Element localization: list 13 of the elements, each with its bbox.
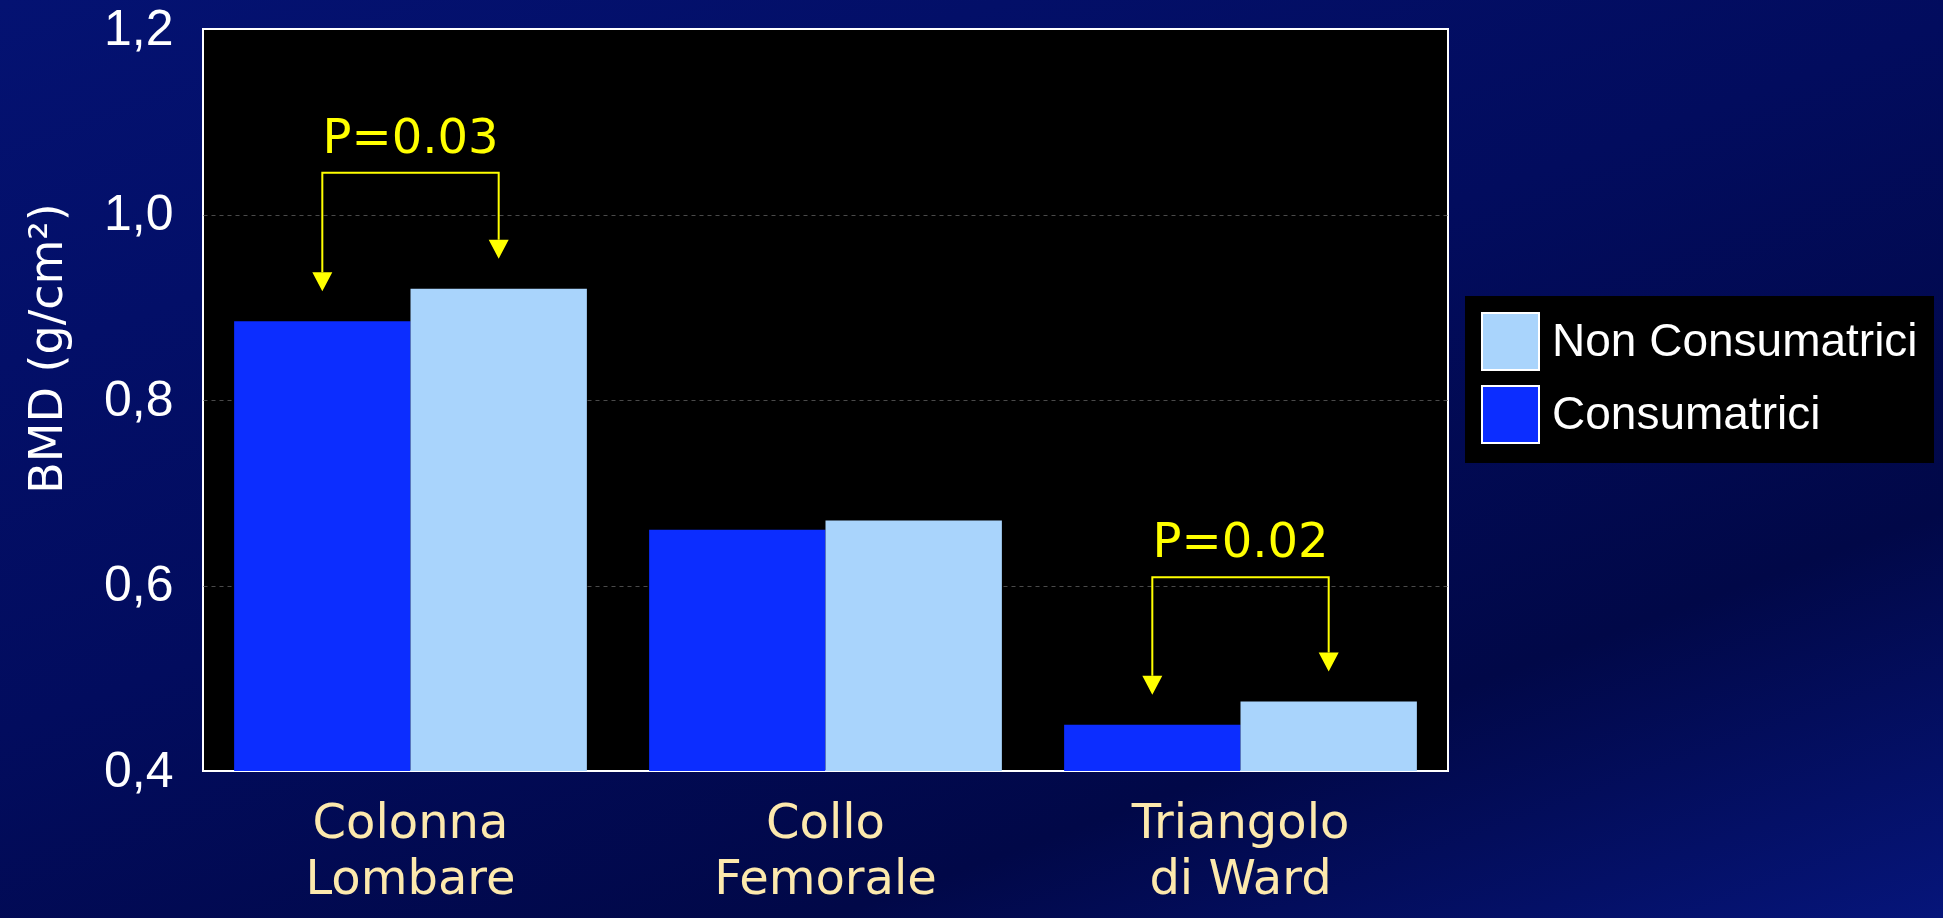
y-tick-label: 1,0 xyxy=(103,185,174,241)
x-tick-label: Triangolo di Ward xyxy=(1130,792,1350,905)
legend-label: Non Consumatrici xyxy=(1552,313,1918,366)
annotation: P=0.02 xyxy=(1152,512,1329,569)
x-tick-label: Colonna Lombare xyxy=(305,792,516,905)
y-tick-label: 0,8 xyxy=(103,370,174,427)
y-tick-label: 0,4 xyxy=(103,741,174,798)
y-tick-label: 0,6 xyxy=(103,556,174,612)
legend-label: Consumatrici xyxy=(1552,386,1821,439)
annotation: P=0.03 xyxy=(322,107,499,164)
y-axis-title: BMD (g/cm²) xyxy=(18,203,73,494)
x-tick-label: Collo Femorale xyxy=(714,792,937,905)
y-tick-label: 1,2 xyxy=(103,0,174,56)
